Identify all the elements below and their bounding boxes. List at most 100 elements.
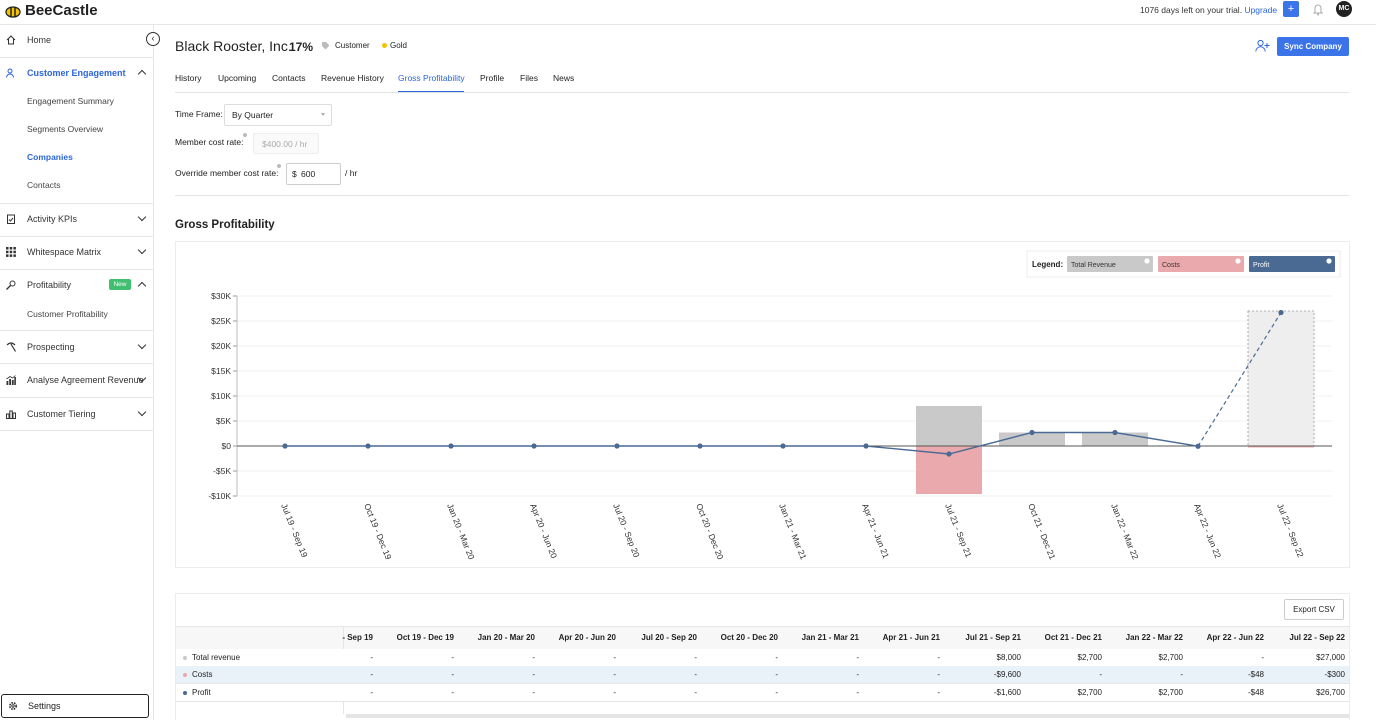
nav-agreement[interactable]: Analyse Agreement Revenue	[0, 363, 153, 398]
input-value: $400.00 / hr	[262, 139, 308, 149]
y-tick-label: $5K	[216, 416, 231, 426]
nav-home[interactable]: Home	[0, 24, 153, 58]
add-user-icon[interactable]	[1255, 39, 1270, 53]
table-cell: -	[694, 653, 697, 662]
timeframe-select[interactable]: By Quarter	[224, 104, 332, 126]
nav-sub[interactable]: Companies	[27, 152, 73, 162]
table-cell: $27,000	[1316, 653, 1345, 662]
legend-item[interactable]: Total Revenue	[1067, 256, 1153, 272]
profit-line	[285, 431, 1199, 455]
currency: $	[292, 169, 297, 179]
tab[interactable]: Revenue History	[321, 73, 384, 83]
table-header-row	[176, 626, 1349, 650]
tab[interactable]: Gross Profitability	[398, 73, 465, 83]
top-bar: BeeCastle 1076 days left on your trial. …	[0, 0, 1376, 25]
x-tick-label: Apr 22 - Jun 22	[1192, 502, 1223, 560]
legend-label: Total Revenue	[1071, 262, 1116, 269]
profit-point	[448, 443, 454, 449]
row-label: Costs	[192, 670, 213, 679]
profit-point	[531, 443, 537, 449]
bell-icon[interactable]	[1312, 3, 1324, 16]
nav-sub[interactable]: Engagement Summary	[27, 96, 114, 106]
nav-sub[interactable]: Contacts	[27, 180, 61, 190]
profit-point	[365, 443, 371, 449]
upgrade-link[interactable]: Upgrade	[1244, 5, 1278, 15]
tab[interactable]: News	[553, 73, 575, 83]
column-header: Jul 21 - Sep 21	[965, 633, 1021, 642]
table-cell: -$48	[1247, 670, 1264, 679]
nav-tiering[interactable]: Customer Tiering	[0, 397, 153, 431]
legend-info	[1144, 258, 1150, 264]
profit-point	[614, 443, 620, 449]
nav-sub[interactable]: Customer Profitability	[27, 309, 108, 319]
member-rate-input: $400.00 / hr	[253, 133, 319, 154]
x-tick-label: Oct 20 - Dec 20	[694, 502, 726, 561]
form-label: Override member cost rate:	[175, 168, 279, 178]
company-name: Black Rooster, Inc.	[175, 38, 292, 54]
sync-button[interactable]: Sync Company	[1277, 37, 1349, 56]
table-cell: -	[451, 670, 454, 679]
chevron	[137, 212, 147, 222]
table-cell: -$1,600	[993, 688, 1021, 697]
table-cell: -$48	[1247, 688, 1264, 697]
table-cell: -	[1261, 653, 1264, 662]
nav-prospecting[interactable]: Prospecting	[0, 330, 153, 364]
avatar[interactable]: MC	[1336, 1, 1352, 17]
table-cell: -	[451, 688, 454, 697]
table-cell: $2,700	[1158, 653, 1183, 662]
logo-text: BeeCastle	[25, 2, 98, 19]
nav-label: Analyse Agreement Revenue	[27, 375, 144, 385]
nav-sub[interactable]: Segments Overview	[27, 124, 104, 134]
nav-profitability[interactable]: Profitability New Customer Profitability	[0, 269, 153, 331]
nav-whitespace[interactable]: Whitespace Matrix	[0, 236, 153, 270]
table-cell: -	[694, 688, 697, 697]
column-header: Oct 21 - Dec 21	[1044, 633, 1102, 642]
table-cell: -	[1099, 670, 1102, 679]
x-tick-label: Apr 21 - Jun 21	[860, 502, 891, 560]
settings-button[interactable]: Settings	[1, 694, 149, 718]
form-divider	[175, 195, 1349, 196]
column-header: Oct 19 - Dec 19	[396, 633, 454, 642]
nav-label: Activity KPIs	[27, 214, 78, 224]
tab[interactable]: History	[175, 73, 202, 83]
x-tick-label: Oct 19 - Dec 19	[362, 502, 394, 561]
x-tick-label: Jul 19 - Sep 19	[279, 502, 310, 559]
legend-item[interactable]: Costs	[1158, 256, 1244, 272]
table-cell: -$300	[1324, 670, 1345, 679]
profit-point	[863, 443, 869, 449]
tab[interactable]: Files	[520, 73, 538, 83]
table-cell: -	[856, 688, 859, 697]
add-button[interactable]: +	[1283, 1, 1299, 17]
tab[interactable]: Contacts	[272, 73, 306, 83]
table-cell: -	[856, 653, 859, 662]
chevron	[137, 407, 147, 417]
nav-kpis[interactable]: Activity KPIs	[0, 203, 153, 237]
profit-point	[946, 451, 952, 457]
profit-point	[1112, 429, 1118, 436]
legend-swatch	[1067, 256, 1153, 272]
table-cell: -	[532, 653, 535, 662]
legend-title: Legend:	[1032, 260, 1063, 269]
legend-item[interactable]: Profit	[1249, 256, 1335, 272]
icon	[6, 35, 16, 45]
y-tick-label: $0	[222, 441, 232, 451]
table-cell: -	[613, 670, 616, 679]
tab[interactable]: Upcoming	[218, 73, 257, 83]
table-cell: -	[775, 688, 778, 697]
profit-point	[1278, 309, 1284, 316]
override-input[interactable]: $ 600	[286, 163, 341, 185]
tab[interactable]: Profile	[480, 73, 505, 83]
input-value: 600	[301, 169, 316, 179]
table-row	[176, 684, 1349, 702]
select-value: By Quarter	[232, 110, 274, 120]
table-cell: -	[937, 688, 940, 697]
row-dot	[183, 673, 187, 677]
nav-engagement[interactable]: Customer Engagement Engagement Summary S…	[0, 57, 153, 204]
export-button[interactable]: Export CSV	[1284, 599, 1344, 620]
icon	[6, 247, 16, 257]
legend: Legend: Total Revenue Costs Profit	[1026, 250, 1341, 278]
table-cell: -	[856, 670, 859, 679]
y-tick-label: $15K	[211, 366, 231, 376]
collapse-button[interactable]: ‹	[146, 32, 160, 46]
icon	[7, 214, 15, 224]
